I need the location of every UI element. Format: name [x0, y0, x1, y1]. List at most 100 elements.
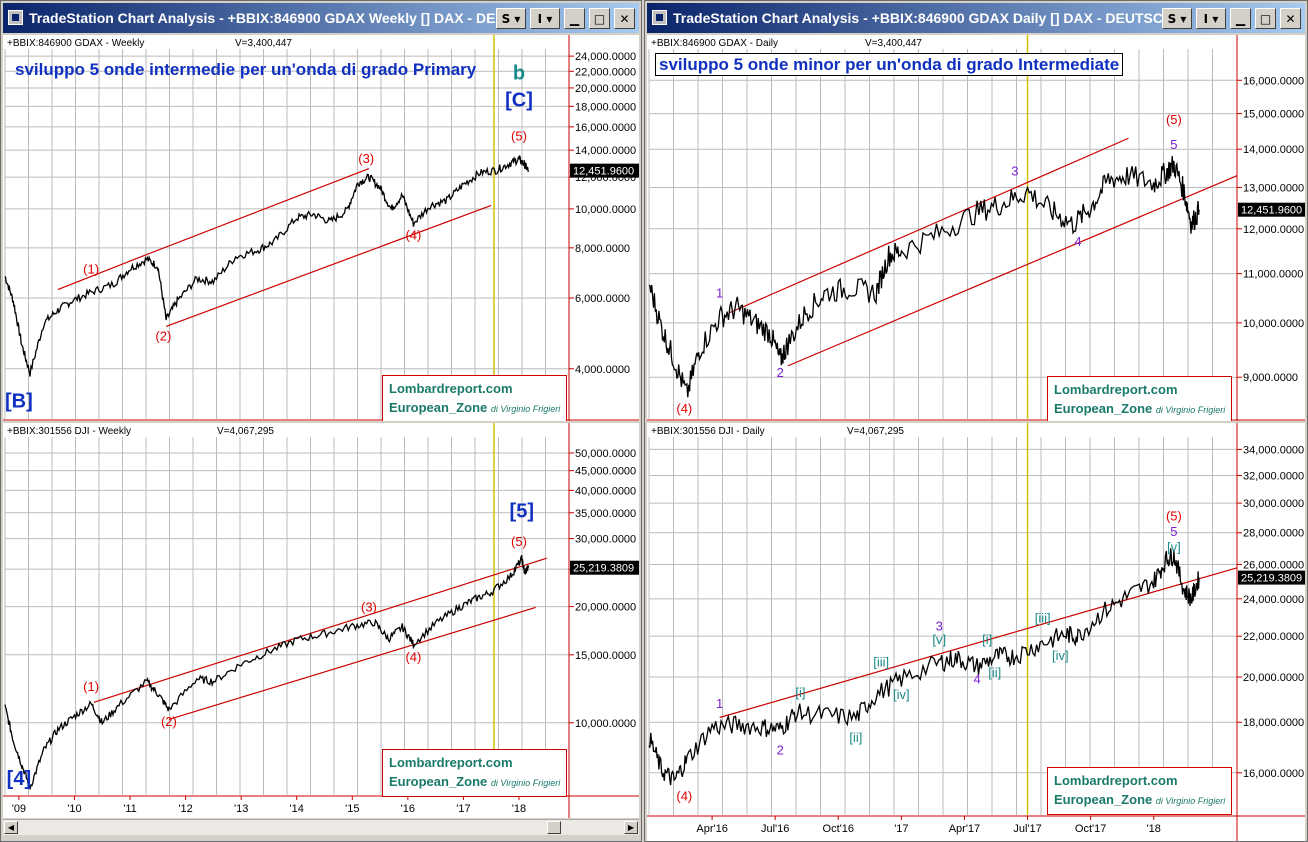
info-dropdown-label: I — [537, 11, 543, 26]
y-tick-label: 10,000.0000 — [575, 718, 636, 730]
info-dropdown-button[interactable]: I ▾ — [530, 8, 560, 29]
style-dropdown-button[interactable]: S ▾ — [1162, 8, 1192, 29]
y-tick-label: 10,000.0000 — [1243, 318, 1304, 330]
wave-label: (1) — [83, 262, 99, 277]
last-price-label: 12,451.9600 — [1241, 205, 1302, 217]
watermark: Lombardreport.com European_Zone di Virgin… — [382, 375, 568, 421]
wave-label: [iv] — [893, 687, 910, 702]
y-tick-label: 20,000.0000 — [575, 83, 636, 95]
y-tick-label: 14,000.0000 — [575, 145, 636, 157]
last-price-box — [1238, 202, 1305, 217]
weekly-window-title: TradeStation Chart Analysis - +BBIX:8469… — [29, 10, 508, 26]
wave-label: 2 — [777, 365, 784, 380]
last-price-label: 25,219.3809 — [1241, 573, 1302, 585]
channel-line — [146, 168, 370, 256]
watermark-site: Lombardreport.com — [389, 381, 513, 396]
wave-label: (5) — [1166, 112, 1182, 127]
watermark-byline: di Virginio Frigieri — [490, 778, 561, 788]
app-icon[interactable] — [8, 10, 23, 25]
price-series — [648, 156, 1200, 398]
x-tick-label: '17 — [456, 803, 470, 815]
y-tick-label: 24,000.0000 — [575, 51, 636, 63]
x-tick-label: Apr'17 — [949, 823, 980, 835]
minimize-button[interactable]: ▁ — [564, 8, 585, 29]
wave-label: [ii] — [988, 665, 1001, 680]
wave-label: [v] — [1167, 540, 1181, 555]
y-tick-label: 15,000.0000 — [1243, 109, 1304, 121]
y-tick-label: 18,000.0000 — [1243, 717, 1304, 729]
chevron-down-icon: ▾ — [514, 11, 521, 26]
minimize-icon: ▁ — [569, 11, 580, 26]
maximize-button[interactable]: □ — [589, 8, 610, 29]
wave-label: b — [513, 62, 525, 84]
daily-chart-window: TradeStation Chart Analysis - +BBIX:8469… — [644, 0, 1308, 842]
dax_weekly-plot: 4,000.0000 6,000.0000 8,000.0000 10,000.000… — [3, 35, 639, 421]
watermark-zone: European_Zone — [1054, 792, 1153, 807]
price-series — [4, 554, 530, 790]
y-tick-label: 8,000.0000 — [575, 243, 630, 255]
close-icon: ✕ — [1285, 11, 1296, 26]
wave-label: 4 — [973, 672, 980, 687]
scroll-thumb[interactable] — [547, 821, 561, 834]
close-button[interactable]: ✕ — [1280, 8, 1301, 29]
weekly-window-titlebar[interactable]: TradeStation Chart Analysis - +BBIX:8469… — [3, 3, 639, 33]
y-tick-label: 14,000.0000 — [1243, 144, 1304, 156]
watermark-zone: European_Zone — [389, 400, 488, 415]
app-icon[interactable] — [652, 10, 667, 25]
scroll-right-icon[interactable]: ▶ — [624, 821, 638, 834]
wave-label: (3) — [361, 600, 377, 615]
dji_daily-plot: 16,000.0000 18,000.0000 20,000.0000 22,000.… — [647, 423, 1305, 841]
wave-label: [v] — [932, 632, 946, 647]
symbol-label: +BBIX:301556 DJI - Daily — [651, 426, 765, 437]
dji-daily-chart[interactable]: +BBIX:301556 DJI - Daily V=4,067,295 Lom… — [647, 423, 1305, 841]
wave-label: 5 — [1170, 524, 1177, 539]
last-price-box — [570, 163, 639, 178]
maximize-icon: □ — [593, 11, 606, 26]
y-tick-label: 22,000.0000 — [1243, 631, 1304, 643]
scroll-left-icon[interactable]: ◀ — [4, 821, 18, 834]
x-tick-label: Oct'16 — [823, 823, 854, 835]
y-tick-label: 32,000.0000 — [1243, 470, 1304, 482]
horizontal-scrollbar[interactable]: ◀ ▶ — [3, 819, 639, 835]
maximize-button[interactable]: □ — [1255, 8, 1276, 29]
dax-weekly-chart[interactable]: +BBIX:846900 GDAX - Weekly V=3,400,447 s… — [3, 35, 639, 421]
dax-daily-chart[interactable]: +BBIX:846900 GDAX - Daily V=3,400,447 sv… — [647, 35, 1305, 421]
chevron-down-icon: ▾ — [1212, 11, 1219, 26]
y-tick-label: 16,000.0000 — [575, 122, 636, 134]
y-tick-label: 11,000.0000 — [1243, 269, 1303, 281]
y-tick-label: 4,000.0000 — [575, 364, 630, 376]
daily-window-title: TradeStation Chart Analysis - +BBIX:8469… — [673, 10, 1193, 26]
chevron-down-icon: ▾ — [546, 11, 553, 26]
watermark-zone: European_Zone — [1054, 401, 1153, 416]
y-tick-label: 35,000.0000 — [575, 508, 636, 520]
dax_daily-plot: 9,000.0000 10,000.0000 11,000.0000 12,000.0… — [647, 35, 1305, 421]
info-dropdown-button[interactable]: I ▾ — [1196, 8, 1226, 29]
wave-label: (4) — [405, 650, 421, 665]
wave-label: [iii] — [1035, 611, 1051, 626]
close-button[interactable]: ✕ — [614, 8, 635, 29]
y-tick-label: 12,000.0000 — [1243, 224, 1304, 236]
x-tick-label: '15 — [345, 803, 359, 815]
minimize-icon: ▁ — [1235, 11, 1246, 26]
price-series — [4, 154, 530, 377]
style-dropdown-button[interactable]: S ▾ — [496, 8, 526, 29]
minimize-button[interactable]: ▁ — [1230, 8, 1251, 29]
dji-weekly-chart[interactable]: +BBIX:301556 DJI - Weekly V=4,067,295 Lo… — [3, 423, 639, 818]
watermark-site: Lombardreport.com — [1054, 773, 1178, 788]
wave-label: [5] — [510, 501, 534, 523]
y-tick-label: 16,000.0000 — [1243, 75, 1304, 87]
x-tick-label: '14 — [290, 803, 304, 815]
last-price-label: 25,219.3809 — [573, 563, 634, 575]
last-price-label: 12,451.9600 — [573, 166, 634, 178]
daily-window-titlebar[interactable]: TradeStation Chart Analysis - +BBIX:8469… — [647, 3, 1305, 33]
dji_weekly-plot: 10,000.000015,000.000020,000.000025,000.… — [3, 423, 639, 818]
channel-line — [168, 606, 536, 721]
wave-label: 4 — [1074, 234, 1081, 249]
wave-label: [iv] — [1052, 648, 1069, 663]
wave-label: 3 — [936, 618, 943, 633]
y-tick-label: 16,000.0000 — [1243, 768, 1304, 780]
x-tick-label: '12 — [178, 803, 192, 815]
watermark-byline: di Virginio Frigieri — [1155, 405, 1226, 415]
x-tick-label: '10 — [67, 803, 81, 815]
x-tick-label: '11 — [123, 803, 137, 815]
